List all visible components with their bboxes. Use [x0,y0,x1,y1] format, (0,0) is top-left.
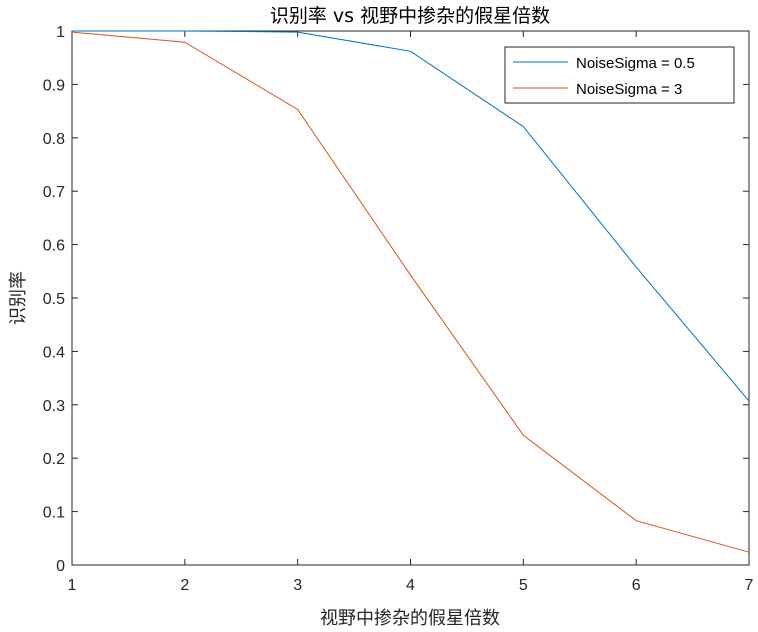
series-line-2 [71,31,750,553]
legend-label-series-2: NoiseSigma = 3 [576,81,682,98]
legend-label-series-1: NoiseSigma = 0.5 [576,55,695,72]
y-tick-label: 0.5 [43,291,65,308]
x-tick-label: 3 [293,577,302,594]
y-tick-label: 1 [56,24,65,41]
x-tick-label: 7 [745,577,754,594]
series-line-1 [72,30,750,402]
y-tick-label: 0.1 [43,505,65,522]
y-tick-label: 0.9 [43,77,65,94]
x-tick-label: 4 [406,577,415,594]
y-tick-label: 0.7 [43,184,65,201]
x-tick-label: 2 [180,577,189,594]
legend-box [504,46,735,104]
legend: NoiseSigma = 0.5 NoiseSigma = 3 [504,46,735,104]
tick-labels: 1 2 3 4 5 6 7 0 0.1 0.2 0.3 0.4 0.5 0.6 0.7 0.8 0.9 1 [43,24,754,594]
plot-area [71,30,750,566]
y-tick-label: 0.6 [43,238,65,255]
y-tick-label: 0.4 [43,344,65,361]
x-tick-label: 6 [632,577,641,594]
y-tick-label: 0.3 [43,398,65,415]
y-axis-label: 识别率 [8,271,29,325]
y-tick-label: 0.2 [43,451,65,468]
y-tick-label: 0.8 [43,131,65,148]
y-tick-label: 0 [56,558,65,575]
x-tick-label: 5 [519,577,528,594]
series-lines [71,30,750,553]
x-tick-label: 1 [68,577,77,594]
x-axis-label: 视野中掺杂的假星倍数 [320,608,500,629]
chart-title: 识别率 vs 视野中掺杂的假星倍数 [270,5,550,27]
